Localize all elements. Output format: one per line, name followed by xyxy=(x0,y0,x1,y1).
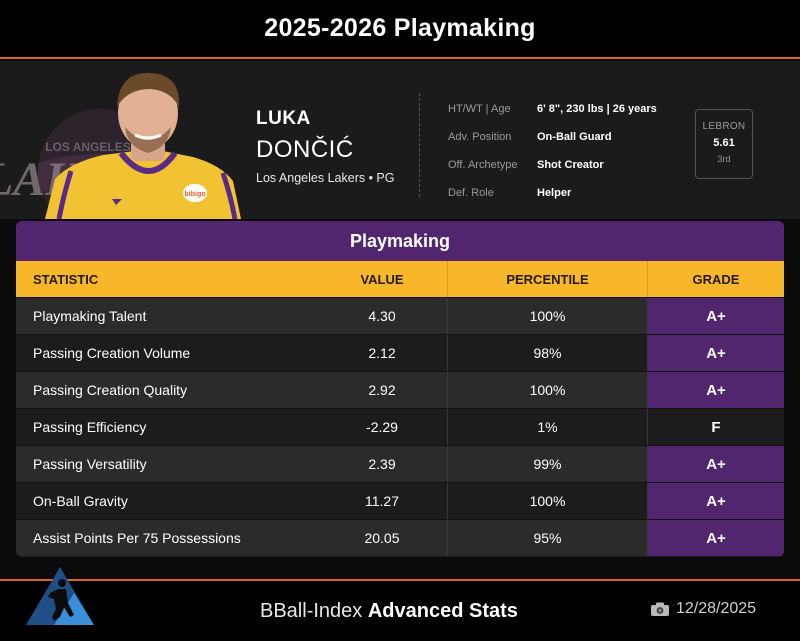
column-header-value: VALUE xyxy=(317,261,448,297)
table-row: Passing Versatility 2.39 99% A+ xyxy=(16,445,784,482)
stat-name: Passing Creation Quality xyxy=(33,382,188,398)
stat-grade: A+ xyxy=(648,372,784,408)
info-row-position: Adv. Position On-Ball Guard xyxy=(448,123,657,151)
stat-grade: A+ xyxy=(648,446,784,482)
stat-name: Passing Creation Volume xyxy=(33,345,191,361)
table-header: STATISTIC VALUE PERCENTILE GRADE xyxy=(16,261,784,297)
stat-percentile: 95% xyxy=(448,520,648,556)
stat-value: 11.27 xyxy=(317,483,448,519)
panel-title: Playmaking xyxy=(16,221,784,261)
stat-name: On-Ball Gravity xyxy=(33,493,128,509)
header-divider xyxy=(419,93,420,197)
stat-name: Assist Points Per 75 Possessions xyxy=(33,530,241,546)
stat-percentile: 100% xyxy=(448,298,648,334)
stat-grade: A+ xyxy=(648,483,784,519)
player-info-grid: HT/WT | Age 6' 8", 230 lbs | 26 years Ad… xyxy=(448,95,657,207)
stat-percentile: 100% xyxy=(448,483,648,519)
info-row-defensive-role: Def. Role Helper xyxy=(448,179,657,207)
lebron-label: LEBRON xyxy=(702,121,746,132)
player-header: LOS ANGELES LAKERS bibigo LUKA DONČIĆ Lo… xyxy=(0,61,800,219)
table-row: Playmaking Talent 4.30 100% A+ xyxy=(16,297,784,334)
info-label: Def. Role xyxy=(448,187,494,199)
stat-grade: A+ xyxy=(648,335,784,371)
title-bar: 2025-2026 Playmaking xyxy=(0,0,800,59)
lebron-rank: 3rd xyxy=(717,154,731,164)
stats-panel: Playmaking STATISTIC VALUE PERCENTILE GR… xyxy=(16,221,784,557)
stat-name: Playmaking Talent xyxy=(33,308,147,324)
stat-value: 4.30 xyxy=(317,298,448,334)
stat-name: Passing Versatility xyxy=(33,456,147,472)
info-label: Adv. Position xyxy=(448,131,512,143)
info-row-archetype: Off. Archetype Shot Creator xyxy=(448,151,657,179)
stat-grade: A+ xyxy=(648,298,784,334)
brand-name: BBall-Index xyxy=(260,600,363,622)
player-first-name: LUKA xyxy=(256,108,311,129)
stat-grade: F xyxy=(711,418,721,436)
stat-percentile: 99% xyxy=(448,446,648,482)
column-header-statistic: STATISTIC xyxy=(33,271,99,287)
table-row: Assist Points Per 75 Possessions 20.05 9… xyxy=(16,519,784,556)
date-text: 12/28/2025 xyxy=(676,600,757,617)
bball-index-logo-icon xyxy=(26,567,94,625)
jersey-sponsor-text: bibigo xyxy=(185,191,206,198)
info-label: HT/WT | Age xyxy=(448,103,511,115)
stat-value: 20.05 xyxy=(317,520,448,556)
info-value: Shot Creator xyxy=(537,159,604,171)
info-label: Off. Archetype xyxy=(448,159,518,171)
stat-value: 2.92 xyxy=(317,372,448,408)
brand-tagline: Advanced Stats xyxy=(367,600,518,622)
stat-value: 2.12 xyxy=(317,335,448,371)
stat-value: -2.29 xyxy=(317,409,448,445)
footer-brand: BBall-Index Advanced Stats xyxy=(260,600,518,623)
column-header-percentile: PERCENTILE xyxy=(448,261,648,297)
info-row-height-weight-age: HT/WT | Age 6' 8", 230 lbs | 26 years xyxy=(448,95,657,123)
column-header-grade: GRADE xyxy=(692,271,740,287)
table-row: On-Ball Gravity 11.27 100% A+ xyxy=(16,482,784,519)
table-row: Passing Efficiency -2.29 1% F xyxy=(16,408,784,445)
player-photo: bibigo xyxy=(45,72,241,219)
page-title: 2025-2026 Playmaking xyxy=(264,14,536,42)
lakers-logo-line1: LOS ANGELES xyxy=(45,140,131,154)
table-row: Passing Creation Volume 2.12 98% A+ xyxy=(16,334,784,371)
stat-value: 2.39 xyxy=(317,446,448,482)
player-team-position: Los Angeles Lakers • PG xyxy=(256,171,395,185)
stat-percentile: 98% xyxy=(448,335,648,371)
info-value: 6' 8", 230 lbs | 26 years xyxy=(537,103,657,115)
camera-icon xyxy=(651,602,669,616)
footer-date: 12/28/2025 xyxy=(651,600,756,618)
lebron-value: 5.61 xyxy=(713,137,735,149)
stat-grade: A+ xyxy=(648,520,784,556)
stat-percentile: 1% xyxy=(448,409,648,445)
info-value: Helper xyxy=(537,187,572,199)
player-last-name: DONČIĆ xyxy=(256,136,354,163)
table-row: Passing Creation Quality 2.92 100% A+ xyxy=(16,371,784,408)
stat-percentile: 100% xyxy=(448,372,648,408)
info-value: On-Ball Guard xyxy=(537,131,612,143)
lebron-rating-card: LEBRON 5.61 3rd xyxy=(695,109,753,179)
stat-name: Passing Efficiency xyxy=(33,419,147,435)
